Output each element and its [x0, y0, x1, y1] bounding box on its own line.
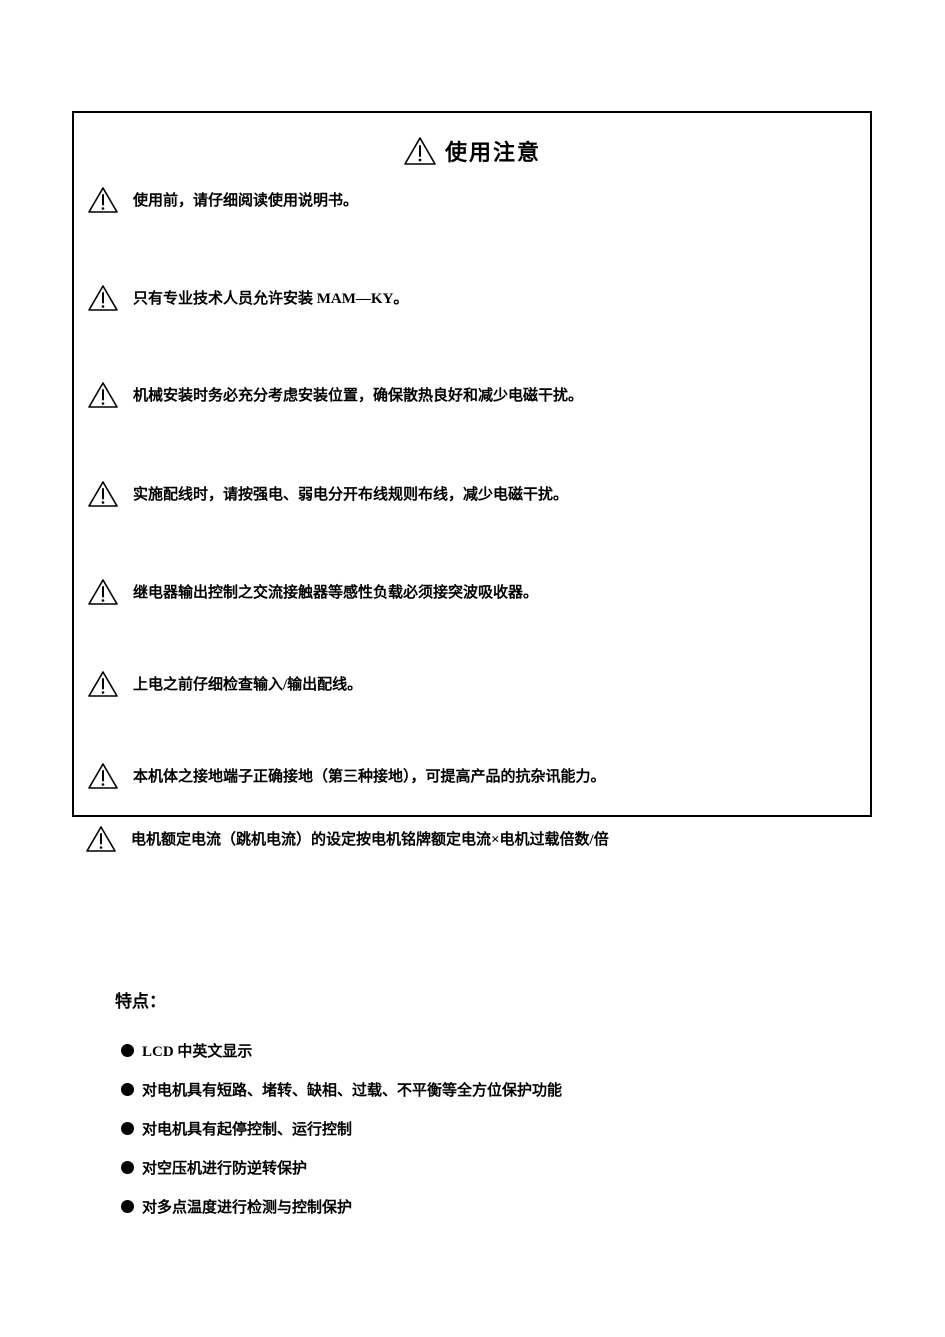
warning-icon [87, 186, 119, 214]
features-section: 特点： LCD 中英文显示 对电机具有短路、堵转、缺相、过载、不平衡等全方位保护… [115, 987, 562, 1235]
warning-item-outside: 电机额定电流（跳机电流）的设定按电机铭牌额定电流×电机过载倍数/倍 [85, 825, 609, 853]
warning-item: 继电器输出控制之交流接触器等感性负载必须接突波吸收器。 [87, 578, 538, 606]
bullet-icon [121, 1044, 134, 1057]
warning-text: 只有专业技术人员允许安装 MAM—KY。 [133, 289, 408, 312]
feature-item: 对电机具有短路、堵转、缺相、过载、不平衡等全方位保护功能 [115, 1079, 562, 1100]
features-title: 特点： [115, 987, 562, 1012]
warning-text: 继电器输出控制之交流接触器等感性负载必须接突波吸收器。 [133, 583, 538, 606]
bullet-icon [121, 1122, 134, 1135]
warning-text: 本机体之接地端子正确接地（第三种接地），可提高产品的抗杂讯能力。 [133, 767, 606, 790]
warning-text: 上电之前仔细检查输入/输出配线。 [133, 675, 362, 698]
warning-box: 使用注意 使用前，请仔细阅读使用说明书。 只有专业技术人员允许安装 MAM—KY… [72, 111, 872, 817]
title-row: 使用注意 [74, 135, 870, 167]
warning-item: 实施配线时，请按强电、弱电分开布线规则布线，减少电磁干扰。 [87, 480, 568, 508]
warning-icon [87, 381, 119, 409]
warning-icon [87, 762, 119, 790]
warning-item: 使用前，请仔细阅读使用说明书。 [87, 186, 358, 214]
warning-text: 机械安装时务必充分考虑安装位置，确保散热良好和减少电磁干扰。 [133, 386, 583, 409]
warning-text: 实施配线时，请按强电、弱电分开布线规则布线，减少电磁干扰。 [133, 485, 568, 508]
warning-icon [87, 284, 119, 312]
bullet-icon [121, 1200, 134, 1213]
feature-item: 对多点温度进行检测与控制保护 [115, 1196, 562, 1217]
warning-icon [403, 136, 437, 166]
warning-text: 电机额定电流（跳机电流）的设定按电机铭牌额定电流×电机过载倍数/倍 [131, 830, 609, 853]
warning-text: 使用前，请仔细阅读使用说明书。 [133, 191, 358, 214]
feature-text: LCD 中英文显示 [142, 1040, 252, 1061]
feature-item: 对空压机进行防逆转保护 [115, 1157, 562, 1178]
feature-item: LCD 中英文显示 [115, 1040, 562, 1061]
feature-text: 对电机具有起停控制、运行控制 [142, 1118, 352, 1139]
feature-text: 对空压机进行防逆转保护 [142, 1157, 307, 1178]
warning-icon [85, 825, 117, 853]
warning-icon [87, 578, 119, 606]
warning-box-title: 使用注意 [445, 135, 541, 167]
warning-item: 上电之前仔细检查输入/输出配线。 [87, 670, 362, 698]
feature-item: 对电机具有起停控制、运行控制 [115, 1118, 562, 1139]
bullet-icon [121, 1161, 134, 1174]
warning-icon [87, 480, 119, 508]
bullet-icon [121, 1083, 134, 1096]
warning-item: 本机体之接地端子正确接地（第三种接地），可提高产品的抗杂讯能力。 [87, 762, 606, 790]
feature-list: LCD 中英文显示 对电机具有短路、堵转、缺相、过载、不平衡等全方位保护功能 对… [115, 1040, 562, 1217]
feature-text: 对电机具有短路、堵转、缺相、过载、不平衡等全方位保护功能 [142, 1079, 562, 1100]
warning-item: 只有专业技术人员允许安装 MAM—KY。 [87, 284, 408, 312]
feature-text: 对多点温度进行检测与控制保护 [142, 1196, 352, 1217]
warning-item: 机械安装时务必充分考虑安装位置，确保散热良好和减少电磁干扰。 [87, 381, 583, 409]
warning-icon [87, 670, 119, 698]
